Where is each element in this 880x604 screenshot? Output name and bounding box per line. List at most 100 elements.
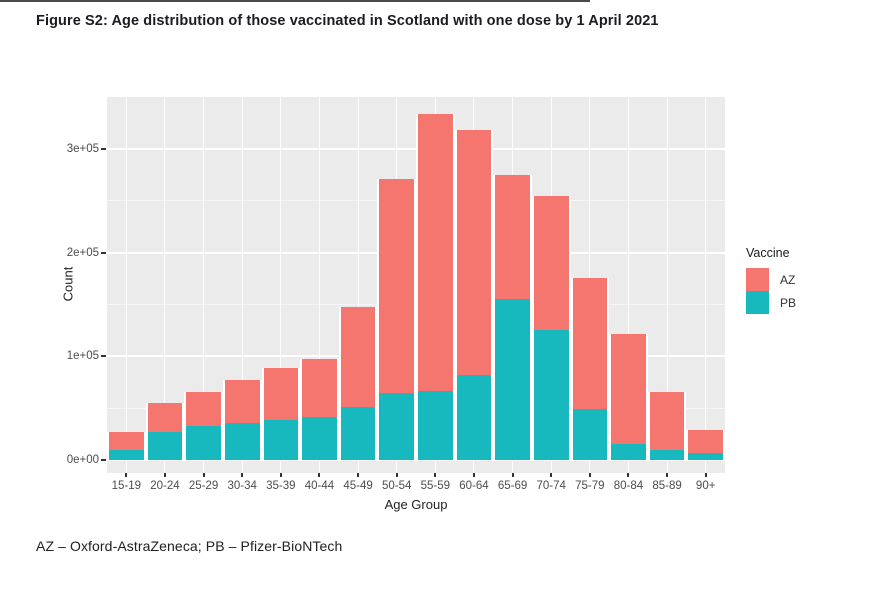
y-tick-mark [101, 459, 106, 461]
x-tick-label: 20-24 [150, 480, 180, 492]
gridline-vertical [125, 97, 127, 473]
x-tick-label: 45-49 [343, 480, 373, 492]
x-tick-mark [627, 473, 630, 477]
x-tick-label: 65-69 [497, 480, 528, 492]
bar-75-79 [570, 277, 610, 460]
bar-30-34 [222, 380, 262, 460]
bar-35-39 [261, 367, 301, 460]
bar-80-84 [609, 333, 648, 460]
y-tick-label: 2e+05 [66, 246, 99, 259]
x-tick-label: 85-89 [652, 480, 682, 492]
bar-segment-az-15-19 [109, 432, 144, 450]
x-tick-mark [511, 473, 514, 477]
x-tick-mark [202, 473, 205, 477]
x-tick-label: 35-39 [266, 480, 296, 492]
bar-90+ [686, 429, 725, 460]
figure-title: Figure S2: Age distribution of those vac… [36, 13, 659, 29]
bar-85-89 [647, 391, 687, 460]
x-tick-mark [588, 473, 591, 477]
legend: Vaccine AZ PB [746, 246, 796, 314]
bar-segment-az-80-84 [611, 333, 646, 445]
gridline-vertical [627, 97, 629, 473]
gridline-vertical [705, 97, 707, 473]
page-edge-artifact [0, 0, 590, 2]
gridline-vertical [280, 97, 282, 473]
figure-footnote: AZ – Oxford-AstraZeneca; PB – Pfizer-Bio… [36, 538, 343, 554]
bar-segment-az-20-24 [147, 402, 183, 433]
bar-segment-az-85-89 [649, 391, 685, 450]
bar-segment-pb-15-19 [109, 449, 144, 460]
legend-entry-pb: PB [746, 291, 796, 314]
bar-65-69 [493, 174, 532, 460]
x-tick-mark [434, 473, 437, 477]
x-tick-mark [395, 473, 398, 477]
legend-label-pb: PB [780, 295, 797, 310]
bar-segment-az-60-64 [456, 130, 492, 375]
legend-entries: AZ PB [746, 268, 796, 314]
bar-segment-az-40-44 [302, 359, 337, 418]
y-tick-label: 3e+05 [66, 142, 99, 155]
bar-segment-pb-30-34 [224, 422, 260, 460]
gridline-vertical [241, 97, 243, 473]
bar-segment-az-70-74 [533, 195, 569, 331]
gridline-vertical [666, 97, 668, 473]
y-tick-mark [101, 147, 106, 150]
bar-70-74 [531, 195, 571, 460]
bar-segment-pb-25-29 [186, 425, 221, 460]
bar-segment-pb-70-74 [533, 330, 569, 460]
bar-segment-az-65-69 [495, 174, 530, 300]
bar-25-29 [184, 391, 223, 460]
bar-segment-pb-60-64 [456, 374, 492, 460]
x-tick-mark [163, 473, 166, 477]
y-tick-label: 0e+00 [66, 454, 99, 466]
x-tick-label: 75-79 [575, 480, 605, 492]
x-tick-mark [666, 473, 669, 477]
legend-label-az: AZ [780, 272, 796, 287]
bar-20-24 [145, 402, 185, 460]
bar-segment-az-55-59 [418, 113, 453, 391]
gridline-major [107, 459, 725, 461]
bar-segment-pb-45-49 [340, 407, 376, 460]
bar-15-19 [107, 432, 146, 460]
x-tick-mark [704, 473, 707, 477]
x-tick-label: 60-64 [459, 480, 489, 492]
x-tick-label: 90+ [695, 480, 716, 492]
x-tick-mark [279, 473, 282, 477]
x-tick-label: 25-29 [188, 480, 219, 492]
x-tick-mark [241, 473, 244, 477]
bar-segment-pb-65-69 [495, 299, 530, 460]
x-tick-mark [125, 473, 128, 477]
x-tick-label: 80-84 [613, 480, 644, 492]
bar-segment-az-30-34 [224, 380, 260, 423]
bar-segment-pb-35-39 [263, 419, 299, 460]
bar-segment-az-75-79 [572, 277, 608, 410]
x-tick-label: 70-74 [536, 480, 566, 492]
bar-segment-pb-90+ [688, 452, 723, 460]
bar-segment-pb-40-44 [302, 417, 337, 460]
x-tick-label: 55-59 [420, 480, 451, 492]
gridline-vertical [357, 97, 359, 473]
legend-swatch-pb [746, 291, 769, 314]
bar-segment-az-45-49 [340, 306, 376, 408]
bar-segment-pb-20-24 [147, 432, 183, 460]
legend-entry-az: AZ [746, 268, 796, 291]
bar-segment-pb-55-59 [418, 390, 453, 460]
bar-segment-az-35-39 [263, 367, 299, 420]
y-tick-label: 1e+05 [66, 350, 99, 363]
y-tick-mark [101, 251, 106, 254]
legend-title: Vaccine [746, 246, 790, 260]
y-tick-mark [101, 355, 106, 358]
bar-40-44 [300, 359, 339, 460]
x-tick-mark [472, 473, 475, 477]
y-axis-title: Count [60, 266, 76, 302]
gridline-vertical [164, 97, 166, 473]
x-tick-label: 50-54 [381, 480, 412, 492]
x-tick-label: 15-19 [111, 480, 142, 492]
x-tick-mark [318, 473, 321, 477]
legend-swatch-az [746, 268, 769, 291]
x-tick-mark [357, 473, 360, 477]
bar-45-49 [338, 306, 378, 460]
bar-55-59 [416, 113, 455, 460]
x-axis-title: Age Group [384, 497, 448, 512]
